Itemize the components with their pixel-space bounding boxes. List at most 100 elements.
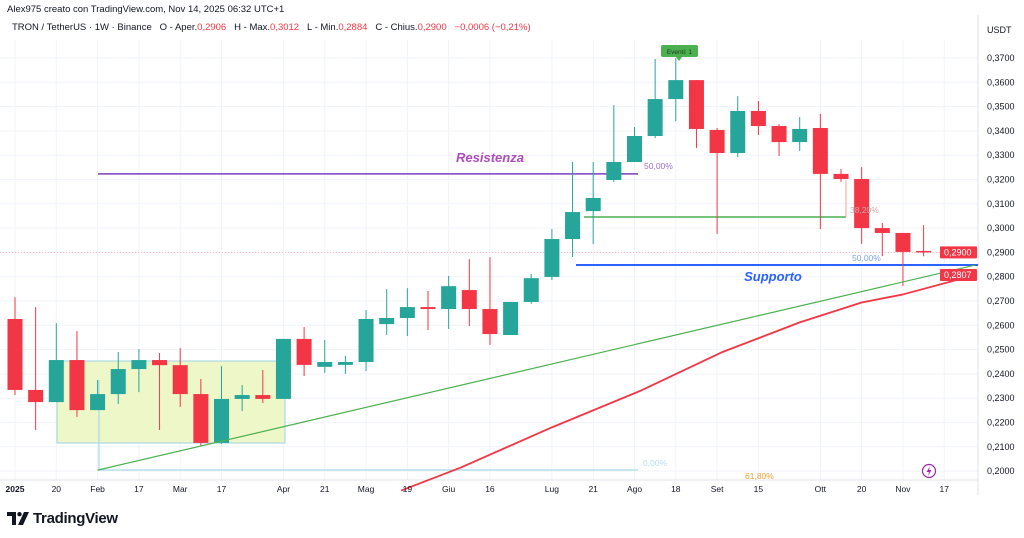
time-tick: Set <box>711 484 724 494</box>
low-value: 0,2884 <box>338 22 368 33</box>
price-tick: 0,3400 <box>987 126 1015 136</box>
candle-down <box>461 290 477 310</box>
events-badge <box>661 45 698 57</box>
symbol-legend: TRON / TetherUS · 1W · Binance O - Aper.… <box>12 22 531 33</box>
candle-down <box>833 173 849 180</box>
candle-down <box>916 250 932 253</box>
events-badge-label: Eventi: 1 <box>667 49 693 56</box>
candle-down <box>255 395 271 399</box>
candle-down <box>482 309 498 335</box>
time-tick: Nov <box>895 484 911 494</box>
price-tick: 0,2500 <box>987 345 1015 355</box>
fib-50-bottom-label: 50,00% <box>852 253 881 263</box>
time-tick: 17 <box>134 484 144 494</box>
fib-0-label: 0,00% <box>643 458 668 468</box>
time-tick: Lug <box>545 484 559 494</box>
price-tick: 0,3500 <box>987 102 1015 112</box>
time-tick: 17 <box>217 484 227 494</box>
candle-up <box>275 338 291 399</box>
price-tick: 0,2400 <box>987 369 1015 379</box>
close-label: C - Chius. <box>375 22 418 33</box>
candle-up <box>647 99 663 137</box>
high-label: H - Max. <box>234 22 271 33</box>
price-tick: 0,2900 <box>987 247 1015 257</box>
price-tick: 0,2300 <box>987 393 1015 403</box>
candle-up <box>523 278 539 302</box>
open-value: 0,2906 <box>197 22 227 33</box>
candle-up <box>110 369 126 395</box>
moving-average-line <box>400 274 976 492</box>
candle-up <box>337 361 353 365</box>
candle-up <box>131 360 147 370</box>
time-tick: Giu <box>442 484 456 494</box>
fib-50-top-label: 50,00% <box>644 161 673 171</box>
candle-up <box>503 301 519 336</box>
candle-down <box>874 228 890 233</box>
candle-down <box>771 126 787 143</box>
time-tick: 19 <box>403 484 413 494</box>
price-tick: 0,3000 <box>987 223 1015 233</box>
fib-382-label: 38,20% <box>850 205 879 215</box>
price-tick: 0,3200 <box>987 175 1015 185</box>
candle-down <box>812 127 828 174</box>
last-price-label: 0,2900 <box>944 247 972 257</box>
candle-down <box>750 110 766 127</box>
candle-down <box>854 179 870 229</box>
ma-price-label: 0,2807 <box>944 270 972 280</box>
currency-label: USDT <box>987 25 1012 35</box>
candle-down <box>895 232 911 252</box>
candle-up <box>214 398 229 443</box>
price-tick: 0,3100 <box>987 199 1015 209</box>
price-tick: 0,2700 <box>987 296 1015 306</box>
resistance-label: Resistenza <box>456 150 524 165</box>
close-value: 0,2900 <box>417 22 447 33</box>
price-tick: 0,2600 <box>987 320 1015 330</box>
candle-up <box>544 239 560 277</box>
low-label: L - Min. <box>307 22 339 33</box>
price-tick: 0,2800 <box>987 272 1015 282</box>
time-tick: 20 <box>52 484 62 494</box>
time-tick: Ott <box>815 484 827 494</box>
price-tick: 0,3600 <box>987 77 1015 87</box>
candle-down <box>28 389 44 403</box>
price-tick: 0,2100 <box>987 442 1015 452</box>
symbol-name[interactable]: TRON / TetherUS · 1W · Binance <box>12 22 152 33</box>
candle-down <box>7 318 23 390</box>
candle-up <box>48 360 64 403</box>
time-tick: Apr <box>277 484 290 494</box>
time-tick: 17 <box>940 484 950 494</box>
fib-618-label: 61,80% <box>745 471 774 481</box>
candle-up <box>565 212 581 240</box>
candle-up <box>379 318 395 325</box>
candle-up <box>585 197 601 212</box>
time-tick: Feb <box>90 484 105 494</box>
price-tick: 0,2200 <box>987 418 1015 428</box>
lightning-icon-bolt <box>926 466 932 476</box>
candle-down <box>709 129 725 154</box>
time-tick: 16 <box>485 484 495 494</box>
candle-up <box>90 394 106 411</box>
candle-up <box>627 136 642 163</box>
time-tick: 20 <box>857 484 867 494</box>
open-label: O - Aper. <box>159 22 198 33</box>
time-tick: 18 <box>671 484 681 494</box>
time-tick: 21 <box>320 484 330 494</box>
candle-down <box>688 80 704 129</box>
time-tick: 2025 <box>6 484 25 494</box>
candle-up <box>358 318 374 362</box>
events-badge-pointer <box>676 57 682 61</box>
price-tick: 0,3700 <box>987 53 1015 63</box>
tradingview-logo: TradingView <box>7 510 118 527</box>
ma-price-label-box <box>940 268 977 281</box>
time-tick: 15 <box>754 484 764 494</box>
candle-down <box>152 360 168 366</box>
time-tick: Ago <box>627 484 642 494</box>
time-tick: Mar <box>173 484 188 494</box>
tradingview-logo-icon <box>7 511 29 525</box>
trendline <box>97 264 976 471</box>
candle-up <box>234 395 250 399</box>
candle-up <box>668 80 684 100</box>
candle-down <box>172 365 188 395</box>
candle-up <box>792 128 808 143</box>
